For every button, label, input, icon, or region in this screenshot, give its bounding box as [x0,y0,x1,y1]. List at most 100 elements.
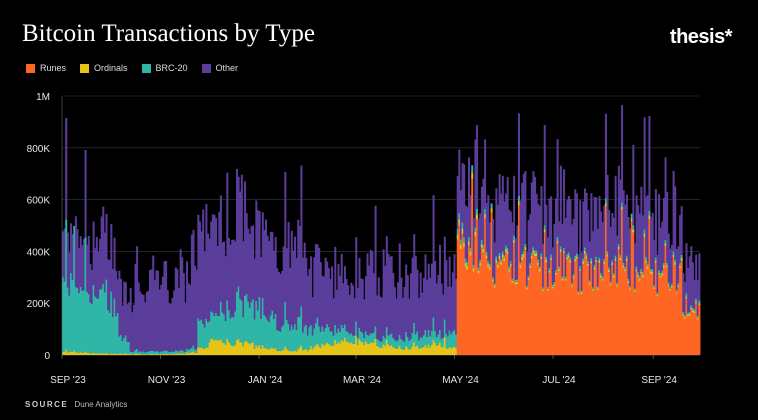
bar-segment-brc20 [529,263,532,266]
bar-segment-other [268,241,271,323]
bar-segment-ordinals [208,342,211,355]
bar-segment-runes [633,292,636,355]
bar-segment-other [366,253,369,335]
bar-segment-runes [530,258,533,355]
bar-segment-other [506,177,509,249]
bar-segment-brc20 [68,295,71,353]
bar-segment-ordinals [517,200,520,206]
bar-segment-runes [662,267,665,355]
bar-segment-ordinals [63,351,66,355]
bar-segment-ordinals [688,313,691,316]
bar-segment-brc20 [242,317,245,347]
bar-segment-ordinals [548,270,551,273]
bar-segment-ordinals [397,348,400,355]
bar-segment-brc20 [476,208,479,215]
bar-segment-ordinals [443,337,446,355]
bar-segment-ordinals [572,276,575,279]
bar-segment-brc20 [368,335,371,344]
bar-segment-other [152,255,155,351]
bar-segment-brc20 [300,306,303,346]
bar-segment-brc20 [613,273,616,276]
bar-segment-ordinals [268,349,271,355]
bar-segment-brc20 [522,250,525,255]
bar-segment-ordinals [690,307,693,310]
bar-segment-other [224,256,227,321]
bar-segment-brc20 [558,266,561,270]
bar-segment-ordinals [509,263,512,267]
bar-segment-ordinals [529,265,532,269]
bar-segment-runes [506,254,509,355]
bar-segment-other [66,232,69,288]
bar-segment-brc20 [671,283,674,286]
bar-segment-runes [659,277,662,355]
bar-segment-other [511,222,514,279]
bar-segment-ordinals [447,348,450,355]
bar-segment-other [329,279,332,332]
bar-segment-brc20 [65,219,68,350]
bar-segment-other [110,224,113,292]
bar-segment-runes [624,271,627,355]
bar-segment-ordinals [150,354,153,355]
bar-segment-ordinals [147,354,150,355]
bar-segment-other [476,125,479,209]
bar-segment-ordinals [480,243,483,248]
bar-segment-other [111,268,114,317]
bar-segment-other [332,298,335,336]
bar-segment-other [537,204,540,260]
bar-segment-ordinals [666,265,669,268]
bar-segment-brc20 [435,336,438,346]
bar-segment-other [108,260,111,313]
bar-segment-other [179,249,182,351]
bar-segment-brc20 [136,348,139,354]
bar-segment-other [387,253,390,336]
bar-segment-brc20 [656,292,659,295]
bar-segment-ordinals [463,242,466,248]
bar-segment-other [546,237,549,287]
bar-segment-brc20 [616,282,619,285]
bar-segment-brc20 [236,291,239,341]
bar-segment-other [129,287,132,352]
bar-segment-brc20 [86,291,89,353]
bar-segment-brc20 [303,326,306,350]
bar-segment-runes [459,249,462,355]
bar-segment-runes [574,261,577,355]
bar-segment-runes [643,236,646,355]
bar-segment-runes [653,289,656,355]
bar-segment-other [666,191,669,263]
bar-segment-other [685,243,688,294]
bar-segment-brc20 [147,351,150,355]
bar-segment-brc20 [223,314,226,344]
bar-segment-brc20 [627,278,630,282]
bar-segment-brc20 [625,255,628,259]
bar-segment-brc20 [150,350,153,355]
bar-segment-runes [513,243,516,355]
bar-segment-runes [474,236,477,355]
bar-segment-brc20 [569,257,572,261]
bar-segment-ordinals [179,353,182,355]
bar-segment-brc20 [178,351,181,354]
bar-segment-other [451,272,454,332]
bar-segment-brc20 [337,328,340,342]
bar-segment-other [561,224,564,277]
bar-segment-ordinals [479,263,482,267]
bar-segment-ordinals [595,259,598,263]
bar-segment-brc20 [413,322,416,343]
bar-segment-runes [484,218,487,355]
bar-segment-other [538,205,541,267]
bar-segment-runes [480,247,483,355]
bar-segment-other [624,204,627,267]
bar-segment-ordinals [303,349,306,355]
bar-segment-ordinals [318,346,321,355]
bar-segment-other [385,236,388,328]
bar-segment-brc20 [205,318,208,348]
bar-segment-brc20 [342,327,345,342]
bar-segment-other [232,239,235,318]
bar-segment-ordinals [155,354,158,355]
bar-segment-ordinals [136,353,139,355]
bar-segment-ordinals [698,303,701,306]
bar-segment-other [258,210,261,297]
bar-segment-other [216,245,219,316]
bar-segment-other [696,280,699,317]
bar-segment-brc20 [274,313,277,348]
bar-segment-brc20 [71,279,74,352]
